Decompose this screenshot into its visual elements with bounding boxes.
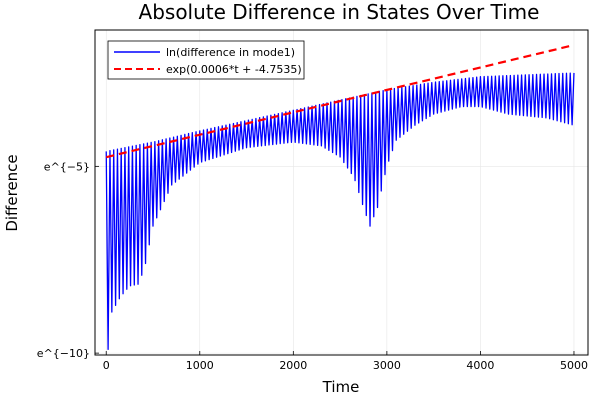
y-tick-label-1: e^{−10} <box>37 347 90 360</box>
x-tick-label-3: 3000 <box>373 359 401 372</box>
x-tick-label-5: 5000 <box>560 359 588 372</box>
x-tick-label-2: 2000 <box>279 359 307 372</box>
x-tick-label-0: 0 <box>103 359 110 372</box>
legend-label-mode1: ln(difference in mode1) <box>166 46 295 59</box>
y-axis-label: Difference <box>3 154 21 231</box>
chart-title: Absolute Difference in States Over Time <box>139 0 540 24</box>
legend-label-fit: exp(0.0006*t + -4.7535) <box>166 63 302 76</box>
plot-frame <box>94 29 589 356</box>
series-fit-line <box>105 44 575 159</box>
legend: ln(difference in mode1) exp(0.0006*t + -… <box>107 40 305 80</box>
y-tick-label-0: e^{−5} <box>44 160 90 173</box>
x-tick-label-1: 1000 <box>186 359 214 372</box>
legend-box <box>107 40 305 80</box>
tick-labels: 0 1000 2000 3000 4000 5000 e^{−5} e^{−10} <box>37 160 588 372</box>
x-axis-label: Time <box>322 378 360 396</box>
plot-series <box>105 44 575 351</box>
series-mode1-line <box>105 72 575 351</box>
x-tick-label-4: 4000 <box>466 359 494 372</box>
